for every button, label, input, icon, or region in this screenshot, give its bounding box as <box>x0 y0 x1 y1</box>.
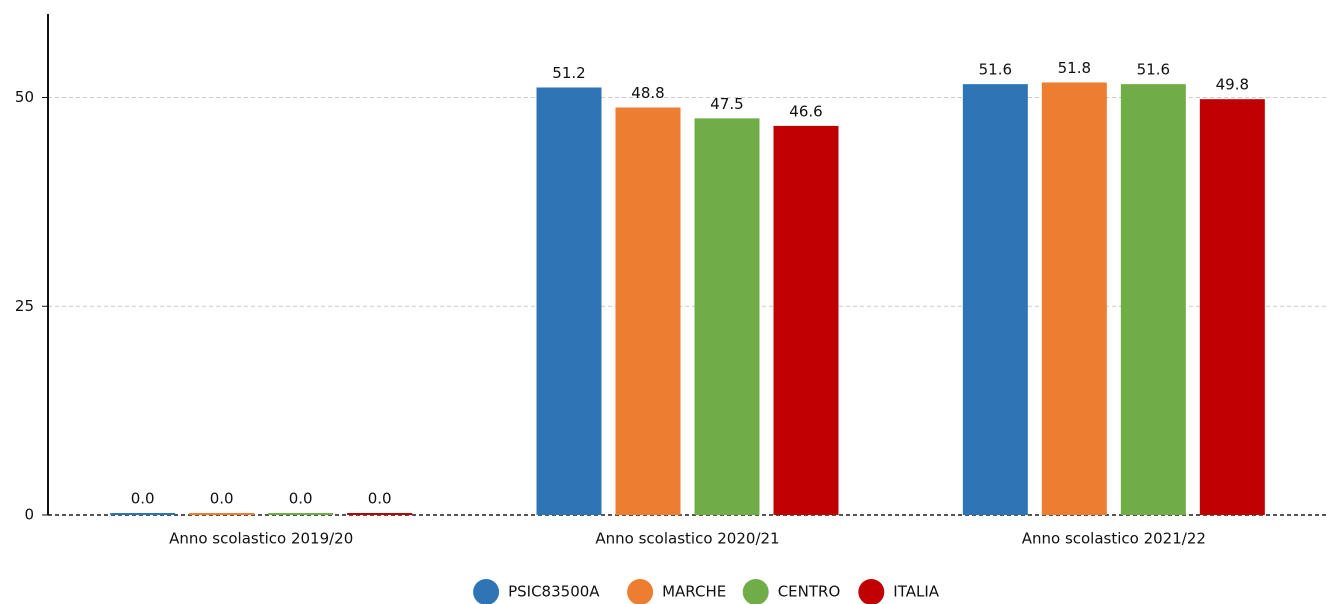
x-tick-label: Anno scolastico 2021/22 <box>1022 530 1206 548</box>
value-label: 0.0 <box>289 490 313 508</box>
x-tick-label: Anno scolastico 2020/21 <box>595 530 779 548</box>
value-label: 0.0 <box>131 490 155 508</box>
bar <box>110 513 176 515</box>
bar <box>694 118 760 515</box>
y-tick-label: 50 <box>15 88 34 106</box>
bar <box>1041 82 1107 515</box>
legend-swatch <box>473 579 500 604</box>
y-tick-label: 0 <box>24 506 34 524</box>
y-tick-label: 25 <box>15 297 34 315</box>
bar <box>189 513 255 515</box>
legend-label: ITALIA <box>893 583 939 601</box>
x-tick-label: Anno scolastico 2019/20 <box>169 530 353 548</box>
bar <box>536 87 602 515</box>
value-label: 51.2 <box>552 64 585 82</box>
value-label: 51.8 <box>1058 59 1091 77</box>
value-label: 0.0 <box>368 490 392 508</box>
value-label: 47.5 <box>710 95 743 113</box>
value-label: 49.8 <box>1216 76 1249 94</box>
bar <box>773 125 839 515</box>
bar <box>1120 84 1186 515</box>
legend-label: CENTRO <box>778 583 841 601</box>
value-label: 51.6 <box>1137 61 1170 79</box>
legend-swatch <box>627 579 654 604</box>
bar <box>962 84 1028 515</box>
value-label: 48.8 <box>631 84 664 102</box>
bar <box>615 107 681 516</box>
bar <box>268 513 334 515</box>
legend-label: MARCHE <box>662 583 726 601</box>
value-label: 51.6 <box>979 61 1012 79</box>
value-label: 46.6 <box>789 102 822 120</box>
bar <box>347 513 413 515</box>
legend-label: PSIC83500A <box>508 583 600 601</box>
bar <box>1199 99 1265 516</box>
value-label: 0.0 <box>210 490 234 508</box>
legend-swatch <box>742 579 769 604</box>
legend-swatch <box>858 579 885 604</box>
